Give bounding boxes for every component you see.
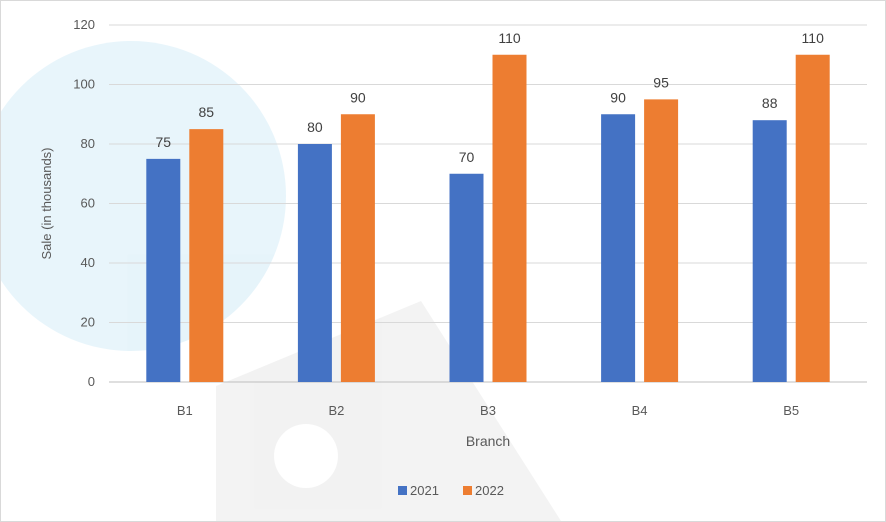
y-tick-label: 60: [81, 196, 95, 211]
y-tick-label: 40: [81, 255, 95, 270]
legend: 2021 2022: [398, 483, 504, 498]
data-label: 95: [653, 74, 669, 90]
bar-2022-B4: [644, 99, 679, 382]
bar-2021-B1: [146, 158, 181, 382]
data-label: 90: [350, 89, 366, 105]
data-label: 88: [762, 95, 778, 111]
x-tick-label: B3: [480, 403, 496, 418]
y-tick-label: 100: [73, 77, 95, 92]
y-tick-label: 0: [88, 374, 95, 389]
legend-swatch-2022: [463, 486, 472, 495]
bar-2022-B1: [189, 129, 224, 382]
grid: [109, 24, 867, 383]
x-axis-ticks: B1 B2 B3 B4 B5: [177, 403, 799, 418]
data-label: 90: [610, 89, 626, 105]
data-label: 75: [156, 134, 172, 150]
legend-label: 2022: [475, 483, 504, 498]
x-axis-title: Branch: [466, 433, 510, 449]
bars: [146, 54, 830, 382]
data-label: 70: [459, 149, 475, 165]
y-tick-label: 80: [81, 136, 95, 151]
bar-2021-B4: [601, 114, 636, 382]
y-tick-label: 20: [81, 315, 95, 330]
legend-swatch-2021: [398, 486, 407, 495]
data-label: 80: [307, 119, 323, 135]
bar-2021-B5: [752, 120, 787, 382]
x-tick-label: B5: [783, 403, 799, 418]
y-tick-label: 120: [73, 17, 95, 32]
data-label: 110: [802, 30, 825, 46]
legend-label: 2021: [410, 483, 439, 498]
bar-2022-B3: [492, 54, 527, 382]
x-tick-label: B2: [328, 403, 344, 418]
bar-2022-B2: [340, 114, 375, 382]
bar-2022-B5: [795, 54, 830, 382]
x-tick-label: B1: [177, 403, 193, 418]
bar-2021-B3: [449, 173, 484, 382]
y-axis-ticks: 0 20 40 60 80 100 120: [73, 17, 95, 389]
bar-2021-B2: [297, 144, 332, 382]
data-labels: 75 85 80 90 70 110 90 95 88 110: [156, 30, 825, 165]
y-axis-title: Sale (in thousands): [39, 147, 54, 259]
x-tick-label: B4: [632, 403, 648, 418]
data-label: 85: [199, 104, 215, 120]
data-label: 110: [498, 30, 521, 46]
